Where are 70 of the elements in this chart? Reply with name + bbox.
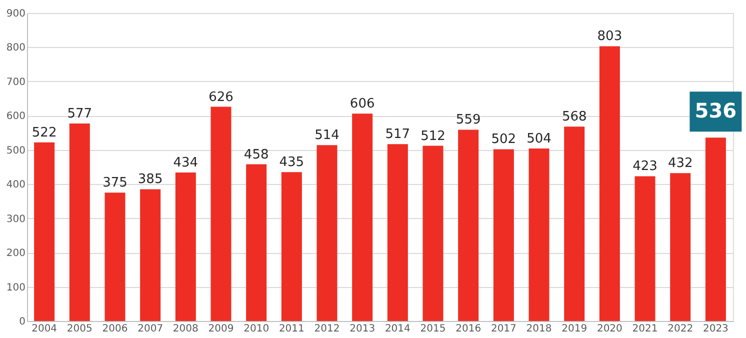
x-tick-label: 2012: [314, 324, 340, 334]
x-tick-label: 2006: [102, 324, 128, 334]
y-tick-label: 0: [19, 316, 26, 328]
data-label: 517: [385, 127, 410, 142]
data-label: 803: [597, 29, 622, 44]
x-tick-label: 2018: [526, 324, 552, 334]
x-tick-label: 2004: [32, 324, 58, 334]
y-tick-label: 500: [6, 145, 26, 156]
x-tick-label: 2016: [456, 324, 482, 334]
bar: [564, 126, 585, 321]
x-tick-label: 2023: [702, 324, 728, 334]
data-label: 559: [456, 112, 481, 128]
bar: [387, 144, 408, 321]
data-label: 375: [102, 176, 128, 191]
x-tick-label: 2020: [596, 324, 622, 334]
data-label: 568: [562, 110, 587, 125]
bar: [69, 124, 90, 321]
x-tick-label: 2015: [420, 324, 446, 334]
data-label: 504: [526, 132, 552, 147]
bar: [210, 106, 232, 321]
y-tick-label: 800: [6, 42, 26, 54]
data-label: 502: [491, 132, 516, 148]
y-tick-label: 600: [6, 111, 26, 122]
y-tick-label: 400: [6, 180, 26, 191]
y-tick-label: 300: [6, 214, 26, 225]
data-label: 514: [314, 128, 340, 144]
bar: [528, 148, 550, 321]
y-tick-label: 100: [6, 282, 26, 294]
data-label: 522: [32, 125, 57, 140]
x-tick-label: 2005: [66, 324, 92, 334]
x-tick-label: 2009: [208, 324, 234, 334]
data-label: 626: [208, 90, 234, 105]
bar: [104, 192, 126, 321]
data-label: 458: [244, 147, 269, 162]
data-label: 385: [138, 172, 163, 188]
data-label: 423: [632, 159, 658, 174]
bar: [422, 146, 444, 321]
bar: [175, 172, 196, 321]
y-tick-label: 200: [6, 248, 26, 260]
bar: [599, 46, 620, 321]
x-tick-label: 2017: [490, 324, 516, 334]
y-tick-label: 700: [6, 76, 26, 88]
bar: [316, 145, 338, 321]
x-tick-label: 2008: [172, 324, 198, 334]
bar: [634, 176, 656, 321]
data-label: 434: [173, 155, 198, 170]
bar: [352, 114, 373, 321]
x-tick-label: 2010: [244, 324, 270, 334]
x-tick-label: 2022: [668, 324, 694, 334]
data-label: 512: [420, 128, 446, 144]
bar: [281, 172, 302, 321]
bar: [670, 173, 691, 321]
bar: [458, 130, 479, 321]
x-tick-label: 2007: [138, 324, 164, 334]
data-label: 432: [668, 156, 693, 172]
x-tick-label: 2021: [632, 324, 658, 334]
bar: [493, 149, 514, 321]
bar: [34, 142, 55, 321]
data-label: 435: [279, 155, 304, 170]
bar: [705, 138, 726, 321]
annotation: 536: [694, 98, 737, 123]
y-tick-label: 900: [6, 8, 26, 20]
bar: [140, 189, 161, 321]
data-label: 577: [67, 106, 92, 122]
x-tick-label: 2014: [384, 324, 410, 334]
data-label: 606: [350, 96, 375, 112]
x-tick-label: 2011: [278, 324, 304, 334]
bar: [246, 164, 267, 321]
x-tick-label: 2013: [350, 324, 376, 334]
x-tick-label: 2019: [562, 324, 588, 334]
